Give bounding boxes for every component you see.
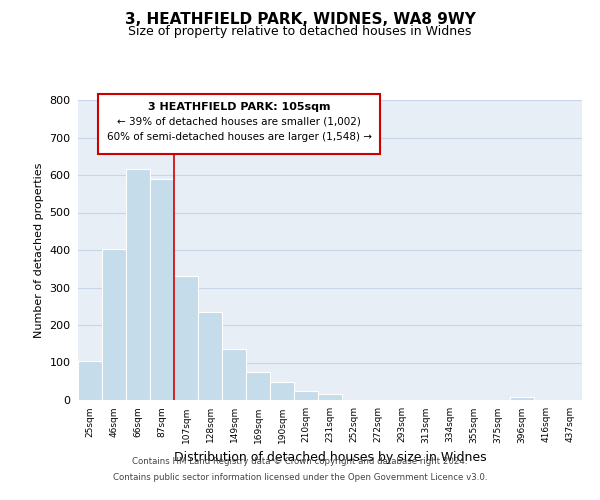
Bar <box>318 394 342 400</box>
Text: ← 39% of detached houses are smaller (1,002): ← 39% of detached houses are smaller (1,… <box>118 116 361 126</box>
Bar <box>174 276 198 400</box>
Bar <box>510 397 534 400</box>
X-axis label: Distribution of detached houses by size in Widnes: Distribution of detached houses by size … <box>173 451 487 464</box>
Y-axis label: Number of detached properties: Number of detached properties <box>34 162 44 338</box>
Bar <box>126 170 150 400</box>
Bar <box>294 390 318 400</box>
Bar <box>150 179 174 400</box>
FancyBboxPatch shape <box>98 94 380 154</box>
Bar <box>270 382 294 400</box>
Bar <box>78 360 102 400</box>
Text: Size of property relative to detached houses in Widnes: Size of property relative to detached ho… <box>128 25 472 38</box>
Bar <box>198 312 222 400</box>
Text: 60% of semi-detached houses are larger (1,548) →: 60% of semi-detached houses are larger (… <box>107 132 372 141</box>
Text: 3 HEATHFIELD PARK: 105sqm: 3 HEATHFIELD PARK: 105sqm <box>148 102 331 112</box>
Text: Contains public sector information licensed under the Open Government Licence v3: Contains public sector information licen… <box>113 472 487 482</box>
Bar <box>102 249 126 400</box>
Text: Contains HM Land Registry data © Crown copyright and database right 2024.: Contains HM Land Registry data © Crown c… <box>132 458 468 466</box>
Bar <box>222 350 246 400</box>
Text: 3, HEATHFIELD PARK, WIDNES, WA8 9WY: 3, HEATHFIELD PARK, WIDNES, WA8 9WY <box>125 12 475 28</box>
Bar <box>246 372 270 400</box>
